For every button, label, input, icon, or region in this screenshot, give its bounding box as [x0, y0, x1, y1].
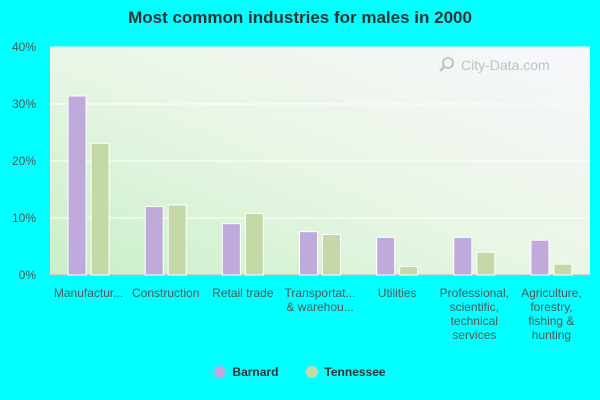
bar-tennessee	[244, 212, 264, 276]
bar-tennessee	[322, 234, 341, 276]
legend-label: Barnard	[232, 365, 279, 379]
bar-tennessee	[476, 251, 496, 276]
y-tick-label: 0%	[19, 268, 37, 282]
x-category-label: Retail trade	[212, 286, 274, 300]
legend-swatch	[214, 366, 227, 378]
gridlines	[50, 46, 590, 276]
bar-barnard	[530, 239, 550, 276]
x-category-label: Professional, scientific, technical service…	[440, 286, 509, 342]
y-tick-label: 20%	[12, 154, 36, 168]
x-category-label: Manufactur...	[54, 286, 123, 300]
bar-barnard	[144, 206, 164, 276]
y-tick-label: 40%	[12, 40, 36, 54]
legend-item-tennessee: Tennessee	[306, 365, 386, 379]
x-category-label: Utilities	[378, 286, 417, 300]
watermark: City-Data.com	[438, 56, 550, 74]
legend-swatch	[306, 366, 319, 378]
legend-label: Tennessee	[324, 365, 386, 379]
x-category-label: Construction	[132, 286, 199, 300]
y-axis-ticks: 0% 10% 20% 30% 40%	[12, 40, 36, 282]
bar-tennessee	[167, 204, 187, 276]
legend: Barnard Tennessee	[0, 365, 600, 379]
bar-barnard	[376, 236, 396, 276]
bar-barnard	[453, 236, 473, 276]
bar-barnard	[299, 231, 318, 276]
chart-title: Most common industries for males in 2000	[128, 8, 472, 27]
legend-item-barnard: Barnard	[214, 365, 278, 379]
magnifier-icon	[439, 57, 454, 72]
bars	[67, 95, 573, 276]
y-tick-label: 30%	[12, 97, 36, 111]
bar-barnard	[67, 95, 87, 276]
bar-tennessee	[553, 263, 573, 276]
x-axis-labels: Manufactur... Construction Retail trade Tra…	[54, 286, 582, 342]
watermark-text: City-Data.com	[461, 57, 550, 73]
y-tick-label: 10%	[12, 211, 36, 225]
x-category-label: Agriculture, forestry, fishing & hunting	[521, 286, 582, 342]
bar-barnard	[221, 223, 241, 276]
bar-tennessee	[399, 265, 419, 276]
x-category-label: Transportat... & warehou...	[285, 286, 356, 314]
bar-tennessee	[90, 142, 110, 276]
